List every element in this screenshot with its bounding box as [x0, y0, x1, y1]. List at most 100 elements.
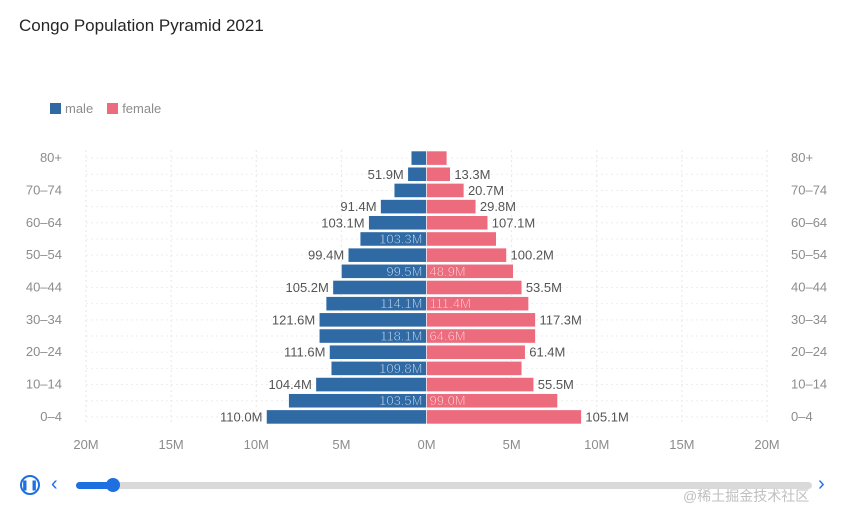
legend: male female: [50, 101, 161, 116]
bar-female: [426, 409, 582, 425]
x-tick-label: 0M: [417, 437, 435, 452]
bar-male: [393, 183, 427, 198]
data-label-male: 111.6M: [284, 345, 325, 360]
y-tick-label-left: 60–64: [26, 215, 62, 230]
x-tick-label: 5M: [332, 437, 350, 452]
y-tick-label-left: 30–34: [26, 312, 62, 327]
data-label-male: 51.9M: [368, 167, 404, 182]
y-tick-label-left: 70–74: [26, 182, 62, 197]
bar-female: [426, 150, 448, 166]
data-label-male: 105.2M: [285, 280, 328, 295]
bar-male: [410, 150, 427, 166]
y-tick-label-right: 10–14: [791, 377, 827, 392]
population-pyramid-chart: 20M 15M 10M 5M 0M 5M 10M 15M 20M 0–4 0–4 10–14 10–14…: [26, 150, 827, 452]
data-label-female: 99.0M: [430, 393, 466, 408]
y-tick-label-right: 50–54: [791, 247, 827, 262]
bar-female: [426, 199, 477, 215]
bar-male: [407, 166, 427, 182]
y-tick-label-left: 40–44: [26, 280, 62, 295]
x-tick-label: 15M: [669, 437, 694, 452]
y-tick-label-right: 0–4: [791, 409, 813, 424]
data-label-female: 48.9M: [430, 264, 466, 279]
data-label-male: 109.8M: [379, 361, 422, 376]
watermark: @稀土掘金技术社区: [683, 488, 810, 504]
data-label-male: 103.5M: [379, 393, 422, 408]
bar-female: [426, 312, 536, 328]
data-label-female: 61.4M: [529, 345, 565, 360]
data-label-male: 103.3M: [379, 231, 422, 246]
chevron-right-icon: ›: [818, 473, 825, 495]
y-tick-label-left: 50–54: [26, 247, 62, 262]
y-tick-label-right: 60–64: [791, 215, 827, 230]
bar-male: [266, 409, 427, 425]
y-tick-label-right: 80+: [791, 150, 813, 165]
bar-female: [426, 231, 497, 247]
bar-female: [426, 328, 536, 344]
bar-female: [426, 247, 507, 263]
data-label-male: 104.4M: [268, 377, 311, 392]
bar-female: [426, 263, 514, 279]
data-label-male: 121.6M: [272, 312, 315, 327]
bar-female: [426, 183, 465, 198]
data-label-female: 111.4M: [430, 296, 471, 311]
y-tick-label-right: 70–74: [791, 182, 827, 197]
data-label-male: 99.4M: [308, 248, 344, 263]
timeline-player: ❚❚ ‹ ›: [0, 470, 848, 504]
data-label-female: 53.5M: [526, 280, 562, 295]
previous-button[interactable]: ‹: [51, 474, 58, 494]
timeline-progress: [76, 482, 113, 489]
data-label-female: 105.1M: [585, 409, 628, 424]
legend-swatch-male: [50, 103, 61, 114]
timeline-track[interactable]: [76, 478, 812, 492]
chart-title: Congo Population Pyramid 2021: [19, 16, 264, 35]
y-tick-label-right: 20–24: [791, 344, 827, 359]
x-tick-label: 5M: [503, 437, 521, 452]
data-label-female: 13.3M: [454, 167, 490, 182]
bar-female: [426, 296, 529, 312]
x-tick-label: 10M: [584, 437, 609, 452]
legend-item-female[interactable]: female: [107, 101, 161, 116]
bar-female: [426, 377, 535, 392]
y-tick-label-left: 80+: [40, 150, 62, 165]
y-tick-label-left: 0–4: [40, 409, 62, 424]
pause-icon: ❚❚: [20, 479, 40, 491]
x-tick-label: 15M: [158, 437, 183, 452]
bar-male: [318, 312, 427, 328]
bar-female: [426, 166, 451, 182]
legend-swatch-female: [107, 103, 119, 114]
x-tick-label: 20M: [754, 437, 779, 452]
data-label-male: 114.1M: [380, 296, 422, 311]
data-label-female: 107.1M: [492, 215, 535, 230]
bar-male: [332, 280, 427, 295]
bar-male: [329, 344, 427, 360]
chevron-left-icon: ‹: [51, 473, 58, 495]
data-label-male: 103.1M: [321, 215, 364, 230]
legend-label-female: female: [122, 101, 162, 116]
bar-female: [426, 344, 526, 360]
bar-female: [426, 280, 523, 295]
y-tick-label-right: 40–44: [791, 280, 827, 295]
bar-female: [426, 215, 489, 231]
data-label-female: 55.5M: [538, 377, 574, 392]
bar-male: [315, 377, 427, 392]
x-tick-label: 20M: [73, 437, 98, 452]
y-tick-label-left: 10–14: [26, 377, 62, 392]
data-label-male: 99.5M: [386, 264, 422, 279]
bar-female: [426, 393, 558, 409]
timeline-handle[interactable]: [105, 478, 120, 492]
pause-button[interactable]: ❚❚: [20, 475, 40, 495]
data-label-male: 118.1M: [380, 329, 422, 344]
data-label-female: 29.8M: [480, 199, 516, 214]
data-label-female: 64.6M: [430, 329, 466, 344]
y-tick-label-left: 20–24: [26, 344, 62, 359]
bar-male: [347, 247, 427, 263]
legend-item-male[interactable]: male: [50, 101, 93, 116]
data-label-male: 110.0M: [220, 409, 262, 424]
bar-male: [380, 199, 427, 215]
legend-label-male: male: [65, 101, 94, 116]
x-tick-label: 10M: [244, 437, 269, 452]
data-label-female: 117.3M: [539, 312, 581, 327]
data-label-female: 20.7M: [468, 183, 504, 198]
data-label-female: 100.2M: [511, 248, 554, 263]
next-button[interactable]: ›: [818, 474, 825, 494]
